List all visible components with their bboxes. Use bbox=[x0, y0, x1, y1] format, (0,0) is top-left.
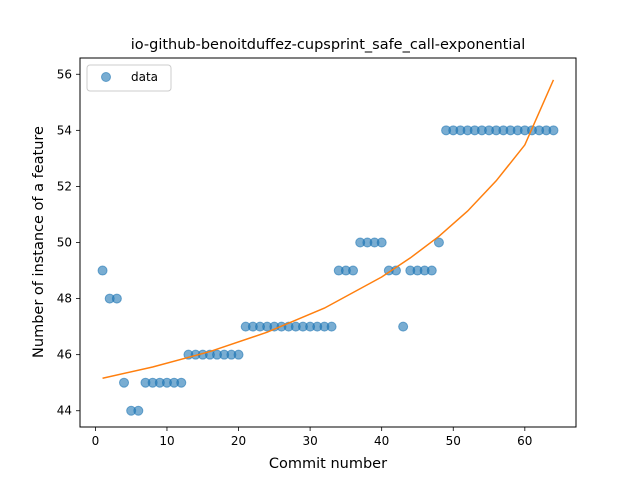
data-point bbox=[119, 377, 130, 388]
x-tick-label: 60 bbox=[517, 434, 532, 448]
data-point bbox=[233, 349, 244, 360]
legend: data bbox=[86, 64, 172, 92]
x-tick-label: 20 bbox=[231, 434, 246, 448]
y-tick-label: 52 bbox=[57, 179, 72, 193]
y-tick-label: 54 bbox=[57, 123, 72, 137]
legend-label-data: data bbox=[131, 70, 158, 84]
y-tick-label: 46 bbox=[57, 348, 72, 362]
axis-ticks: 0 10 20 30 40 50 60 44 46 48 50 52 54 56 bbox=[57, 67, 533, 448]
data-point bbox=[326, 321, 337, 332]
x-tick-label: 30 bbox=[302, 434, 317, 448]
x-tick-label: 50 bbox=[446, 434, 461, 448]
data-point bbox=[426, 265, 437, 276]
data-point bbox=[548, 125, 559, 136]
data-point bbox=[348, 265, 359, 276]
data-point bbox=[97, 265, 108, 276]
y-tick-label: 50 bbox=[57, 236, 72, 250]
x-tick-label: 10 bbox=[159, 434, 174, 448]
x-tick-label: 0 bbox=[92, 434, 100, 448]
data-point bbox=[433, 237, 444, 248]
data-point bbox=[133, 405, 144, 416]
data-point bbox=[398, 321, 409, 332]
data-point bbox=[376, 237, 387, 248]
data-point bbox=[176, 377, 187, 388]
plot-area bbox=[97, 79, 559, 416]
x-axis-label: Commit number bbox=[269, 456, 387, 472]
exponential-fit-line bbox=[102, 79, 555, 379]
data-point bbox=[111, 293, 122, 304]
y-tick-label: 44 bbox=[57, 404, 72, 418]
y-axis-label: Number of instance of a feature bbox=[31, 126, 47, 358]
y-tick-label: 48 bbox=[57, 292, 72, 306]
chart-title: io-github-benoitduffez-cupsprint_safe_ca… bbox=[131, 37, 526, 53]
legend-marker-data bbox=[101, 72, 111, 82]
legend-box bbox=[86, 64, 172, 92]
x-tick-label: 40 bbox=[374, 434, 389, 448]
y-tick-label: 56 bbox=[57, 67, 72, 81]
